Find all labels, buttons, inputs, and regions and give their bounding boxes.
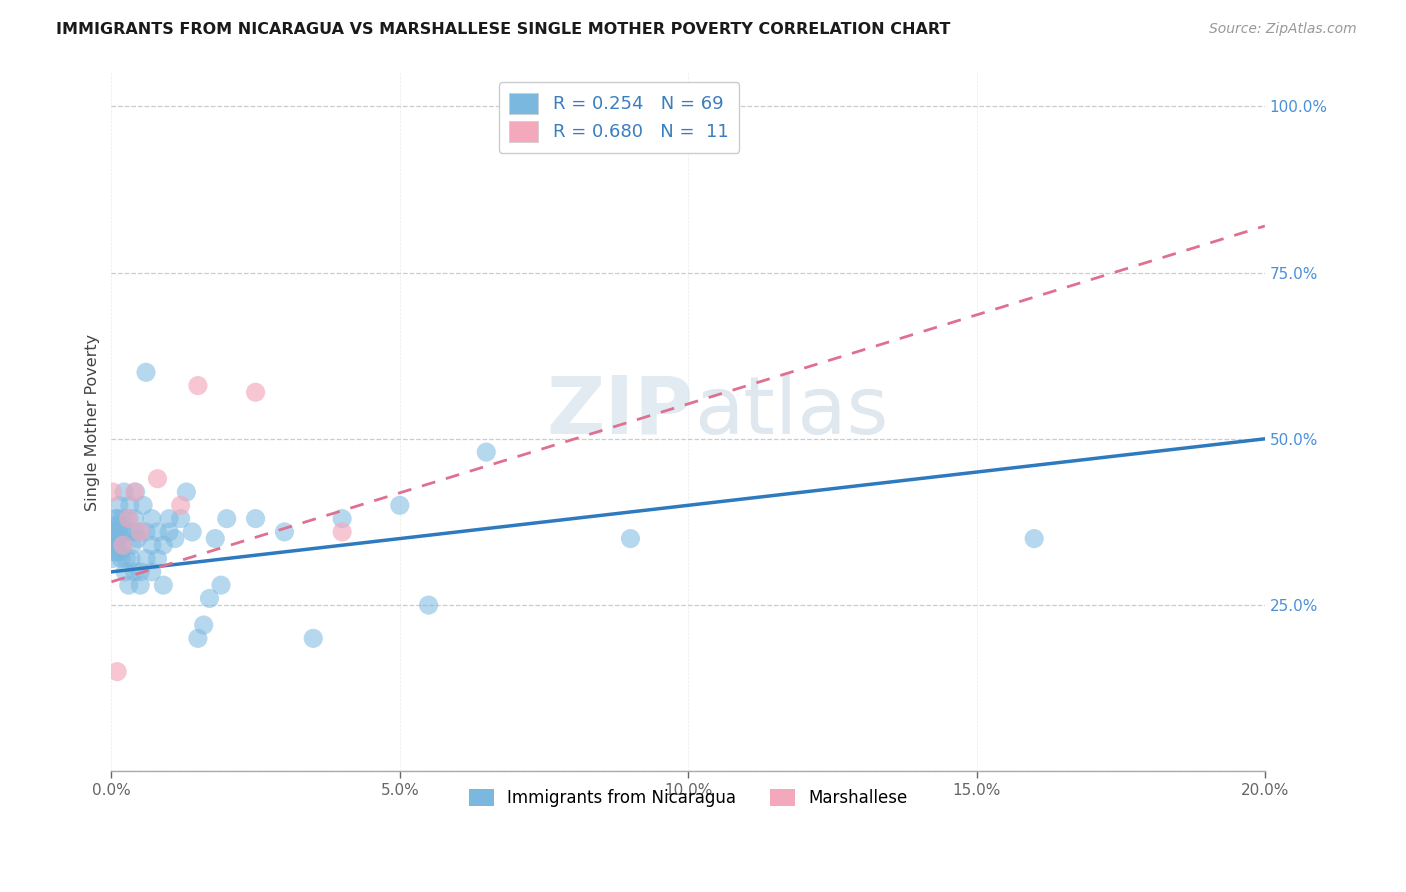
Point — [105, 511, 128, 525]
Point — [187, 378, 209, 392]
Point — [118, 578, 141, 592]
Point — [105, 538, 128, 552]
Point — [198, 591, 221, 606]
Point — [124, 524, 146, 539]
Point — [118, 499, 141, 513]
Point — [121, 538, 143, 552]
Point — [135, 365, 157, 379]
Point — [302, 632, 325, 646]
Point — [101, 485, 124, 500]
Point — [418, 598, 440, 612]
Point — [146, 524, 169, 539]
Point — [129, 524, 152, 539]
Point — [111, 538, 134, 552]
Point — [209, 578, 232, 592]
Point — [105, 532, 128, 546]
Point — [157, 511, 180, 525]
Text: IMMIGRANTS FROM NICARAGUA VS MARSHALLESE SINGLE MOTHER POVERTY CORRELATION CHART: IMMIGRANTS FROM NICARAGUA VS MARSHALLESE… — [56, 22, 950, 37]
Point — [112, 485, 135, 500]
Point — [104, 524, 127, 539]
Point — [132, 499, 155, 513]
Point — [181, 524, 204, 539]
Point — [141, 511, 163, 525]
Point — [101, 551, 124, 566]
Point — [114, 565, 136, 579]
Point — [163, 532, 186, 546]
Point — [135, 551, 157, 566]
Point — [111, 511, 134, 525]
Point — [129, 578, 152, 592]
Point — [103, 545, 125, 559]
Point — [110, 545, 132, 559]
Point — [118, 511, 141, 525]
Point — [115, 551, 138, 566]
Point — [108, 499, 131, 513]
Point — [124, 485, 146, 500]
Point — [103, 532, 125, 546]
Point — [129, 524, 152, 539]
Text: ZIP: ZIP — [547, 373, 695, 450]
Point — [101, 538, 124, 552]
Point — [105, 545, 128, 559]
Point — [124, 511, 146, 525]
Point — [118, 524, 141, 539]
Point — [111, 538, 134, 552]
Point — [475, 445, 498, 459]
Point — [146, 472, 169, 486]
Point — [204, 532, 226, 546]
Point — [105, 665, 128, 679]
Point — [135, 524, 157, 539]
Point — [127, 532, 149, 546]
Point — [169, 499, 191, 513]
Point — [146, 551, 169, 566]
Point — [193, 618, 215, 632]
Point — [124, 565, 146, 579]
Point — [273, 524, 295, 539]
Point — [108, 518, 131, 533]
Point — [157, 524, 180, 539]
Point — [152, 538, 174, 552]
Point — [245, 511, 267, 525]
Point — [152, 578, 174, 592]
Point — [129, 565, 152, 579]
Point — [104, 518, 127, 533]
Text: atlas: atlas — [695, 373, 889, 450]
Y-axis label: Single Mother Poverty: Single Mother Poverty — [86, 334, 100, 511]
Point — [169, 511, 191, 525]
Point — [330, 524, 353, 539]
Point — [619, 532, 641, 546]
Point — [330, 511, 353, 525]
Point — [176, 485, 198, 500]
Point — [141, 538, 163, 552]
Point — [108, 532, 131, 546]
Point — [215, 511, 238, 525]
Text: Source: ZipAtlas.com: Source: ZipAtlas.com — [1209, 22, 1357, 37]
Point — [105, 511, 128, 525]
Point — [187, 632, 209, 646]
Point — [388, 499, 411, 513]
Point — [118, 511, 141, 525]
Legend: Immigrants from Nicaragua, Marshallese: Immigrants from Nicaragua, Marshallese — [461, 780, 915, 815]
Point — [141, 565, 163, 579]
Point — [245, 385, 267, 400]
Point — [1024, 532, 1046, 546]
Point — [120, 551, 142, 566]
Point — [111, 524, 134, 539]
Point — [110, 551, 132, 566]
Point — [124, 485, 146, 500]
Point — [107, 524, 129, 539]
